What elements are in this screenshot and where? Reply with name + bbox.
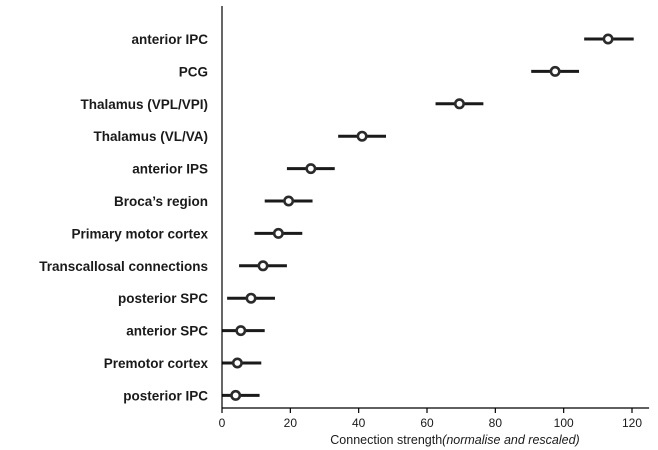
category-label: Primary motor cortex (71, 226, 208, 241)
point-marker (235, 325, 247, 337)
point-markers (230, 33, 614, 401)
category-label: posterior SPC (118, 291, 208, 306)
point-marker (230, 389, 242, 401)
point-marker (305, 163, 317, 175)
category-label: Premotor cortex (104, 356, 209, 371)
point-marker (272, 227, 284, 239)
point-marker (245, 292, 257, 304)
point-marker (356, 130, 368, 142)
x-axis-ticks: 0 20 40 60 80 100 120 (219, 408, 642, 430)
category-label: anterior IPC (131, 32, 208, 47)
category-label: PCG (179, 64, 208, 79)
point-marker (549, 65, 561, 77)
category-label: anterior IPS (132, 162, 208, 177)
category-labels: anterior IPC PCG Thalamus (VPL/VPI) Thalamu… (39, 32, 208, 403)
x-tick-label: 80 (489, 416, 503, 430)
x-axis-title-qualifier: (normalise and rescaled) (442, 433, 580, 447)
error-bars (222, 37, 634, 397)
point-marker (231, 357, 243, 369)
x-tick-label: 60 (420, 416, 434, 430)
category-label: posterior IPC (123, 388, 208, 403)
x-tick-label: 0 (219, 416, 226, 430)
category-label: Broca’s region (114, 194, 208, 209)
point-marker (283, 195, 295, 207)
x-tick-label: 120 (622, 416, 642, 430)
x-tick-label: 100 (554, 416, 574, 430)
category-label: Thalamus (VL/VA) (93, 129, 208, 144)
axes: 0 20 40 60 80 100 120 (219, 6, 650, 430)
x-axis-title-main: Connection strength (330, 433, 442, 447)
category-label: anterior SPC (126, 324, 208, 339)
category-label: Transcallosal connections (39, 259, 208, 274)
point-marker (453, 98, 465, 110)
category-label: Thalamus (VPL/VPI) (80, 97, 208, 112)
point-marker (257, 260, 269, 272)
x-axis-title: Connection strength(normalise and rescal… (330, 433, 579, 447)
point-marker (602, 33, 614, 45)
x-tick-label: 20 (284, 416, 298, 430)
x-tick-label: 40 (352, 416, 366, 430)
